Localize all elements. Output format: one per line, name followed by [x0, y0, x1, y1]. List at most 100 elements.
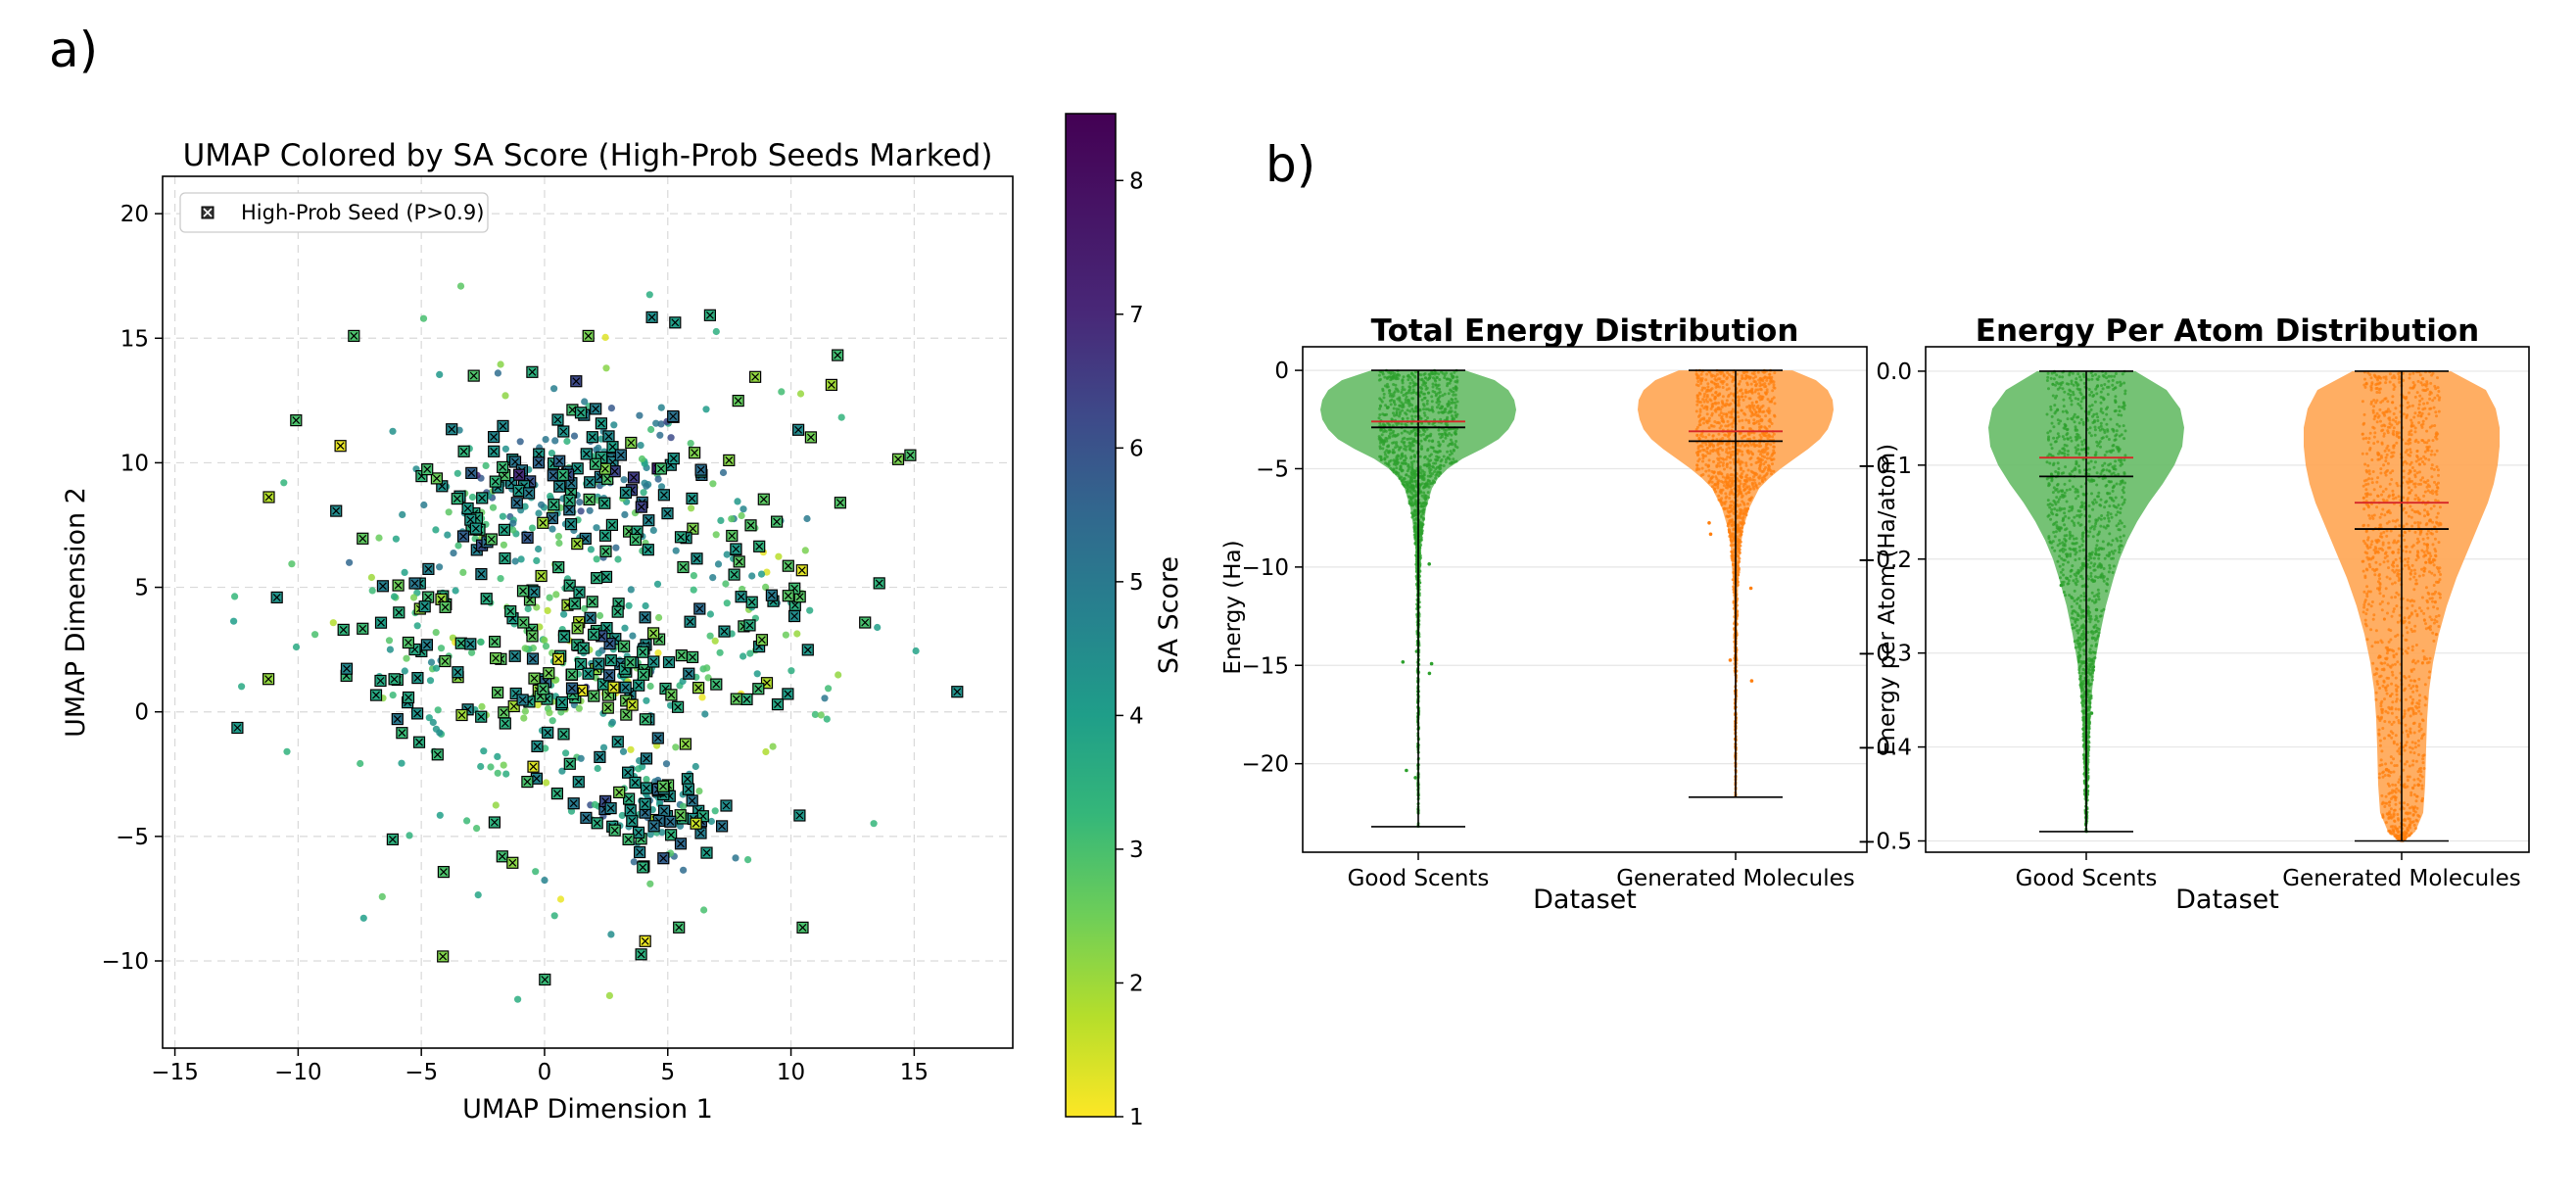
violin-jitter-point	[1746, 502, 1749, 505]
umap-point	[474, 891, 482, 899]
umap-seed-marker	[270, 591, 283, 604]
umap-seed-cross	[774, 700, 782, 709]
umap-seed-cross	[620, 642, 629, 650]
violin-jitter-point	[1758, 457, 1762, 461]
violin-jitter-point	[1763, 455, 1767, 459]
umap-seed-marker	[782, 688, 794, 700]
violin-jitter-point	[1725, 399, 1729, 403]
violin-jitter-point	[1727, 442, 1731, 446]
umap-point	[775, 552, 783, 560]
violin-jitter-point	[1773, 413, 1776, 417]
umap-seed-cross	[732, 695, 740, 703]
violin-jitter-point	[1425, 399, 1429, 403]
violin-jitter-point	[1760, 406, 1763, 409]
violin-jitter-point	[1771, 452, 1775, 455]
violin-jitter-point	[2118, 458, 2121, 462]
violin-jitter-point	[1699, 444, 1702, 448]
violin-jitter-point	[1749, 462, 1753, 466]
violin-jitter-point	[1731, 476, 1735, 480]
umap-seed-cross	[508, 858, 517, 867]
umap-seed-cross	[404, 639, 412, 647]
violin-jitter-point	[1702, 421, 1705, 425]
violin-jitter-point	[1759, 444, 1763, 448]
violin-jitter-point	[1763, 450, 1767, 454]
umap-point	[837, 413, 845, 421]
violin-jitter-point	[1711, 475, 1715, 479]
violin-jitter-point	[1736, 449, 1740, 452]
umap-point	[427, 658, 436, 666]
violin-jitter-point	[2066, 417, 2070, 421]
umap-seed-cross	[784, 561, 792, 570]
violin-jitter-point	[1726, 452, 1730, 455]
violin-jitter-point	[1759, 388, 1763, 392]
umap-seed-cross	[557, 698, 566, 706]
violin-jitter-point	[1737, 560, 1741, 564]
violin-jitter-point	[1398, 414, 1401, 418]
umap-seed-marker	[715, 820, 729, 833]
total-energy-y-label: Energy (Ha)	[1220, 540, 1246, 674]
umap-point	[238, 683, 246, 691]
violin-jitter-point	[1377, 378, 1381, 382]
violin-jitter-point	[2058, 549, 2062, 552]
violin-jitter-point	[1695, 403, 1699, 407]
violin-jitter-point	[1430, 400, 1434, 404]
umap-y-tick-label: −5	[116, 825, 149, 850]
umap-point	[757, 570, 766, 578]
umap-seed-cross	[512, 499, 521, 507]
umap-seed-cross	[264, 675, 273, 684]
violin-jitter-point	[2123, 471, 2126, 475]
umap-point	[541, 877, 549, 885]
violin-jitter-point	[1395, 456, 1399, 460]
umap-x-tick-label: 10	[777, 1060, 805, 1085]
umap-seed-cross	[525, 489, 534, 498]
violin-jitter-point	[1432, 450, 1436, 453]
umap-seed-marker	[557, 631, 571, 644]
umap-seed-cross	[688, 796, 696, 805]
umap-x-tick-label: −15	[151, 1060, 199, 1085]
umap-seed-cross	[834, 351, 842, 359]
umap-point	[695, 788, 703, 795]
umap-point	[405, 832, 413, 839]
umap-point	[782, 631, 790, 639]
umap-seed-cross	[567, 488, 575, 497]
violin-jitter-point	[1431, 464, 1434, 468]
umap-seed-marker	[611, 605, 624, 618]
umap-seed-cross	[605, 671, 614, 680]
violin-jitter-point	[1749, 389, 1753, 393]
umap-seed-marker	[446, 423, 458, 436]
violin-jitter-point	[1725, 475, 1729, 479]
umap-point	[796, 390, 805, 398]
umap-seed-marker	[547, 469, 559, 482]
umap-point	[231, 593, 239, 600]
umap-point	[385, 637, 394, 645]
umap-seed-marker	[418, 600, 431, 613]
umap-seed-cross	[549, 501, 558, 509]
umap-seed-cross	[336, 442, 345, 451]
violin-jitter-point	[1438, 450, 1441, 454]
umap-seed-marker	[396, 727, 408, 740]
violin-jitter-point	[1405, 395, 1408, 399]
umap-seed-cross	[453, 668, 462, 677]
umap-seed-marker	[681, 773, 694, 786]
umap-seed-marker	[507, 699, 520, 713]
violin-jitter-point	[2049, 443, 2053, 447]
violin-jitter-point	[1403, 429, 1407, 433]
umap-legend: High-Prob Seed (P>0.9)	[179, 192, 489, 233]
umap-point	[653, 580, 662, 588]
violin-jitter-point	[1406, 430, 1409, 434]
violin-jitter-point	[1722, 501, 1726, 504]
umap-seed-cross	[596, 752, 604, 761]
violin-jitter-point	[2082, 652, 2086, 656]
violin-jitter-point	[1694, 451, 1698, 455]
umap-seed-cross	[264, 493, 273, 502]
umap-seed-marker	[657, 489, 671, 502]
violin-jitter-point	[1401, 437, 1405, 441]
violin-jitter-point	[1757, 467, 1761, 470]
umap-seed-cross	[586, 613, 595, 622]
violin-jitter-point	[1431, 372, 1435, 376]
violin-jitter-point	[1399, 464, 1403, 468]
violin-jitter-point	[1379, 405, 1382, 408]
umap-seed-marker	[622, 792, 636, 805]
violin-jitter-point	[1755, 419, 1759, 423]
violin-jitter-point	[1401, 408, 1405, 412]
